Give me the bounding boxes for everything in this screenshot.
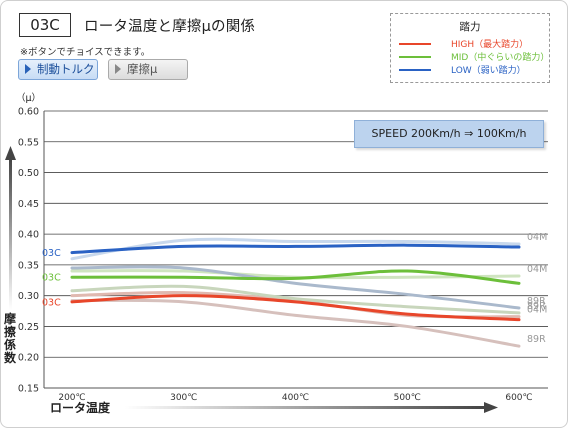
series-line-89r-7 xyxy=(70,284,521,315)
series-line-04m-3 xyxy=(70,237,521,261)
series-line-03c-0 xyxy=(70,243,521,255)
choice-note: ※ボタンでチョイスできます。 xyxy=(20,47,151,58)
x-tick-label: 400℃ xyxy=(282,393,309,403)
legend-swatch-low xyxy=(399,69,431,71)
series-label-89r: 89R xyxy=(527,301,546,312)
y-axis-unit: （μ） xyxy=(16,93,42,104)
y-tick-label: 0.60 xyxy=(18,107,39,118)
brake-torque-label: 制動トルク xyxy=(37,62,95,76)
series-label-04m: 04M xyxy=(527,264,547,275)
friction-mu-button[interactable]: 摩擦μ xyxy=(108,59,188,80)
brake-torque-button[interactable]: 制動トルク xyxy=(18,59,98,80)
series-line-89r-8 xyxy=(70,298,521,348)
legend-label-low: LOW（弱い踏力） xyxy=(451,66,526,76)
x-axis-arrow xyxy=(125,406,485,409)
play-arrow-icon xyxy=(25,64,31,74)
series-label-89r: 89R xyxy=(527,334,546,345)
legend-swatch-high xyxy=(399,43,431,45)
legend: 踏力 HIGH（最大踏力） MID（中ぐらいの踏力） LOW（弱い踏力） xyxy=(390,13,550,83)
y-tick-label: 0.40 xyxy=(18,230,39,241)
y-tick-label: 0.35 xyxy=(18,260,39,271)
product-code: 03C xyxy=(19,13,71,37)
y-tick-label: 0.25 xyxy=(18,322,39,333)
x-tick-label: 600℃ xyxy=(505,393,532,403)
series-label-03c: 03C xyxy=(42,248,61,259)
x-axis-arrowhead xyxy=(484,402,498,413)
series-line-89r-6 xyxy=(70,265,521,310)
x-tick-label: 500℃ xyxy=(394,393,421,403)
legend-swatch-mid xyxy=(399,56,431,58)
x-tick-label: 300℃ xyxy=(170,393,197,403)
speed-condition-box: SPEED 200Km/h ⇒ 100Km/h xyxy=(354,120,544,148)
series-label-89r: 89R xyxy=(527,296,546,307)
y-axis-arrowhead xyxy=(5,146,16,160)
series-line-03c-1 xyxy=(70,269,521,285)
series-label-03c: 03C xyxy=(42,297,61,308)
y-axis-label: 摩擦係数 xyxy=(4,312,17,365)
x-tick-label: 200℃ xyxy=(58,393,85,403)
y-axis-arrow xyxy=(9,158,12,310)
series-label-04m: 04M xyxy=(527,305,547,316)
y-tick-label: 0.30 xyxy=(18,291,39,302)
series-label-03c: 03C xyxy=(42,273,61,284)
legend-title: 踏力 xyxy=(459,21,481,33)
y-tick-label: 0.50 xyxy=(18,168,39,179)
legend-label-mid: MID（中ぐらいの踏力） xyxy=(451,53,550,63)
y-tick-label: 0.55 xyxy=(18,137,39,148)
series-line-03c-2 xyxy=(70,294,521,322)
y-tick-label: 0.20 xyxy=(18,353,39,364)
x-axis-label: ロータ温度 xyxy=(50,401,111,415)
y-tick-label: 0.45 xyxy=(18,199,39,210)
play-arrow-icon xyxy=(115,64,121,74)
chart-title: ロータ温度と摩擦μの関係 xyxy=(84,19,256,35)
friction-mu-label: 摩擦μ xyxy=(127,62,158,76)
legend-label-high: HIGH（最大踏力） xyxy=(451,40,529,50)
y-tick-label: 0.15 xyxy=(18,384,39,395)
series-label-04m: 04M xyxy=(527,232,547,243)
